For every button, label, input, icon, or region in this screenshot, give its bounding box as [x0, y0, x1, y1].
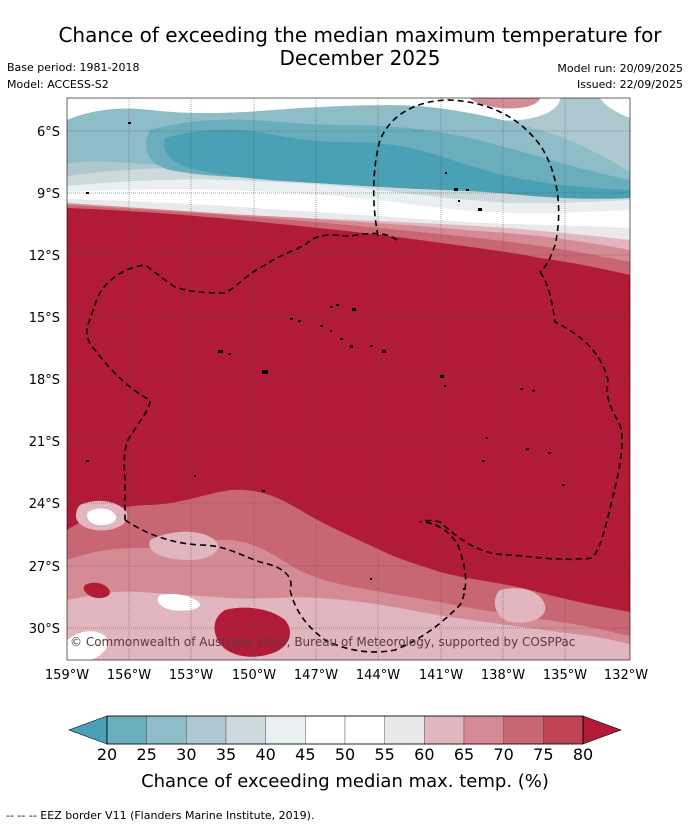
lon-label: 150°W: [232, 668, 276, 683]
colorbar-segment: [106, 715, 147, 745]
lat-label: 6°S: [37, 125, 60, 140]
colorbar: [68, 715, 622, 745]
lon-label: 141°W: [419, 668, 463, 683]
lat-label: 30°S: [29, 622, 60, 637]
colorbar-segment: [186, 715, 227, 745]
lat-label: 12°S: [29, 249, 60, 264]
colorbar-tick-label: 65: [453, 745, 475, 764]
lon-label: 147°W: [294, 668, 338, 683]
colorbar-tick-label: 75: [533, 745, 554, 764]
map-field: [67, 98, 630, 660]
lon-label: 135°W: [543, 668, 587, 683]
lat-label: 18°S: [29, 373, 60, 388]
lat-label: 9°S: [37, 187, 60, 202]
colorbar-tick-label: 25: [136, 745, 157, 764]
latitude-labels: 6°S 9°S 12°S 15°S 18°S 21°S 24°S 27°S 30…: [29, 125, 60, 637]
lon-label: 153°W: [169, 668, 213, 683]
lon-label: 159°W: [45, 668, 89, 683]
lon-label: 144°W: [356, 668, 400, 683]
colorbar-tick-label: 80: [572, 745, 594, 764]
model-run-text: Model run: 20/09/2025: [557, 62, 683, 75]
colorbar-tick-label: 30: [176, 745, 197, 764]
base-period-text: Base period: 1981-2018: [7, 61, 140, 74]
colorbar-segment: [146, 715, 187, 745]
colorbar-segment: [305, 715, 346, 745]
colorbar-tick-label: 70: [493, 745, 514, 764]
colorbar-segment: [463, 715, 504, 745]
graticule: [67, 98, 630, 660]
eez-border: [86, 99, 623, 653]
colorbar-tick-label: 50: [334, 745, 356, 764]
longitude-labels: 159°W 156°W 153°W 150°W 147°W 144°W 141°…: [45, 668, 648, 683]
colorbar-tick-label: 60: [414, 745, 435, 764]
map-frame: [66, 97, 631, 661]
colorbar-segment: [384, 715, 425, 745]
colorbar-tick-label: 20: [96, 745, 118, 764]
colorbar-segment: [503, 715, 544, 745]
colorbar-segment: [543, 715, 584, 745]
lon-label: 132°W: [604, 668, 648, 683]
colorbar-tick-label: 55: [374, 745, 395, 764]
eez-legend-text: -- -- -- EEZ border V11 (Flanders Marine…: [6, 809, 315, 822]
lat-label: 24°S: [29, 497, 60, 512]
model-text: Model: ACCESS-S2: [7, 78, 109, 91]
colorbar-title: Chance of exceeding median max. temp. (%…: [141, 771, 549, 792]
lon-label: 138°W: [481, 668, 525, 683]
colorbar-tick-label: 40: [255, 745, 276, 764]
colorbar-arrow-low: [68, 715, 108, 745]
islands: [86, 122, 565, 590]
lat-label: 15°S: [29, 311, 60, 326]
issued-text: Issued: 22/09/2025: [576, 78, 683, 91]
lon-label: 156°W: [107, 668, 151, 683]
colorbar-tick-label: 45: [295, 745, 316, 764]
colorbar-segment: [265, 715, 306, 745]
colorbar-tick-label: 35: [215, 745, 237, 764]
map-title: Chance of exceeding the median maximum t…: [58, 23, 662, 70]
colorbar-frame: [106, 715, 584, 745]
lat-label: 21°S: [29, 435, 60, 450]
colorbar-segment: [344, 715, 385, 745]
colorbar-arrow-high: [582, 715, 622, 745]
lat-label: 27°S: [29, 560, 60, 575]
copyright-text: © Commonwealth of Australia 2025, Bureau…: [70, 635, 575, 649]
colorbar-segment: [225, 715, 266, 745]
colorbar-segment: [424, 715, 465, 745]
